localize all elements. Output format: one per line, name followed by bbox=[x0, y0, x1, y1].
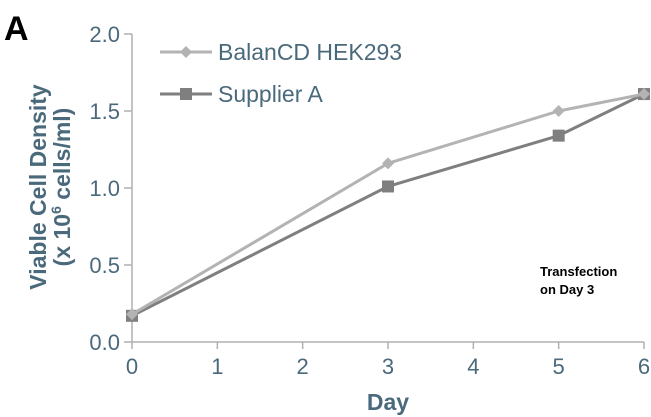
data-point bbox=[126, 308, 138, 321]
legend-label-balancd: BalanCD HEK293 bbox=[218, 39, 402, 65]
y-axis-title-suffix: cells/ml) bbox=[49, 108, 75, 206]
y-ticks: 0.0 0.5 1.0 1.5 2.0 bbox=[89, 22, 132, 355]
x-ticks: 0 1 2 3 4 5 6 bbox=[126, 342, 650, 379]
x-axis: 0 1 2 3 4 5 6 bbox=[126, 341, 650, 379]
x-tick-label: 4 bbox=[467, 354, 479, 379]
legend-marker bbox=[180, 88, 192, 100]
x-tick-label: 5 bbox=[553, 354, 565, 379]
y-axis-title: Viable Cell Density (x 106 cells/ml) bbox=[25, 84, 75, 290]
x-tick-label: 1 bbox=[211, 354, 223, 379]
legend-marker bbox=[180, 46, 192, 58]
y-axis-title-line2: (x 106 cells/ml) bbox=[48, 108, 75, 267]
data-point bbox=[382, 157, 394, 170]
y-axis-title-line1: Viable Cell Density bbox=[25, 84, 51, 290]
data-point bbox=[382, 180, 394, 193]
x-tick-label: 3 bbox=[382, 354, 394, 379]
data-point bbox=[638, 88, 650, 101]
y-tick-label: 1.5 bbox=[89, 99, 120, 124]
series-line bbox=[131, 92, 645, 316]
y-tick-label: 0.5 bbox=[89, 253, 120, 278]
legend-items bbox=[160, 46, 212, 100]
legend-label-supplier-a: Supplier A bbox=[218, 81, 324, 107]
y-axis-title-prefix: (x 10 bbox=[49, 214, 75, 266]
y-tick-label: 2.0 bbox=[89, 22, 120, 47]
y-tick-label: 0.0 bbox=[89, 330, 120, 355]
annotation: Transfection on Day 3 bbox=[540, 264, 617, 297]
y-axis-title-superscript: 6 bbox=[48, 206, 64, 214]
y-axis: 0.0 0.5 1.0 1.5 2.0 bbox=[89, 22, 133, 355]
panel-label: A bbox=[4, 10, 29, 48]
data-point bbox=[552, 129, 565, 142]
series-layer bbox=[126, 88, 650, 322]
x-tick-label: 2 bbox=[297, 354, 309, 379]
y-tick-label: 1.0 bbox=[89, 176, 120, 201]
x-axis-title: Day bbox=[367, 389, 409, 415]
data-point bbox=[552, 105, 565, 117]
series-line bbox=[131, 92, 645, 318]
x-tick-label: 6 bbox=[638, 354, 650, 379]
annotation-line1: Transfection bbox=[540, 264, 617, 279]
annotation-line2: on Day 3 bbox=[540, 282, 594, 297]
x-tick-label: 0 bbox=[126, 354, 138, 379]
series-balancd-hek293 bbox=[126, 88, 650, 321]
legend: BalanCD HEK293 Supplier A bbox=[160, 39, 402, 107]
